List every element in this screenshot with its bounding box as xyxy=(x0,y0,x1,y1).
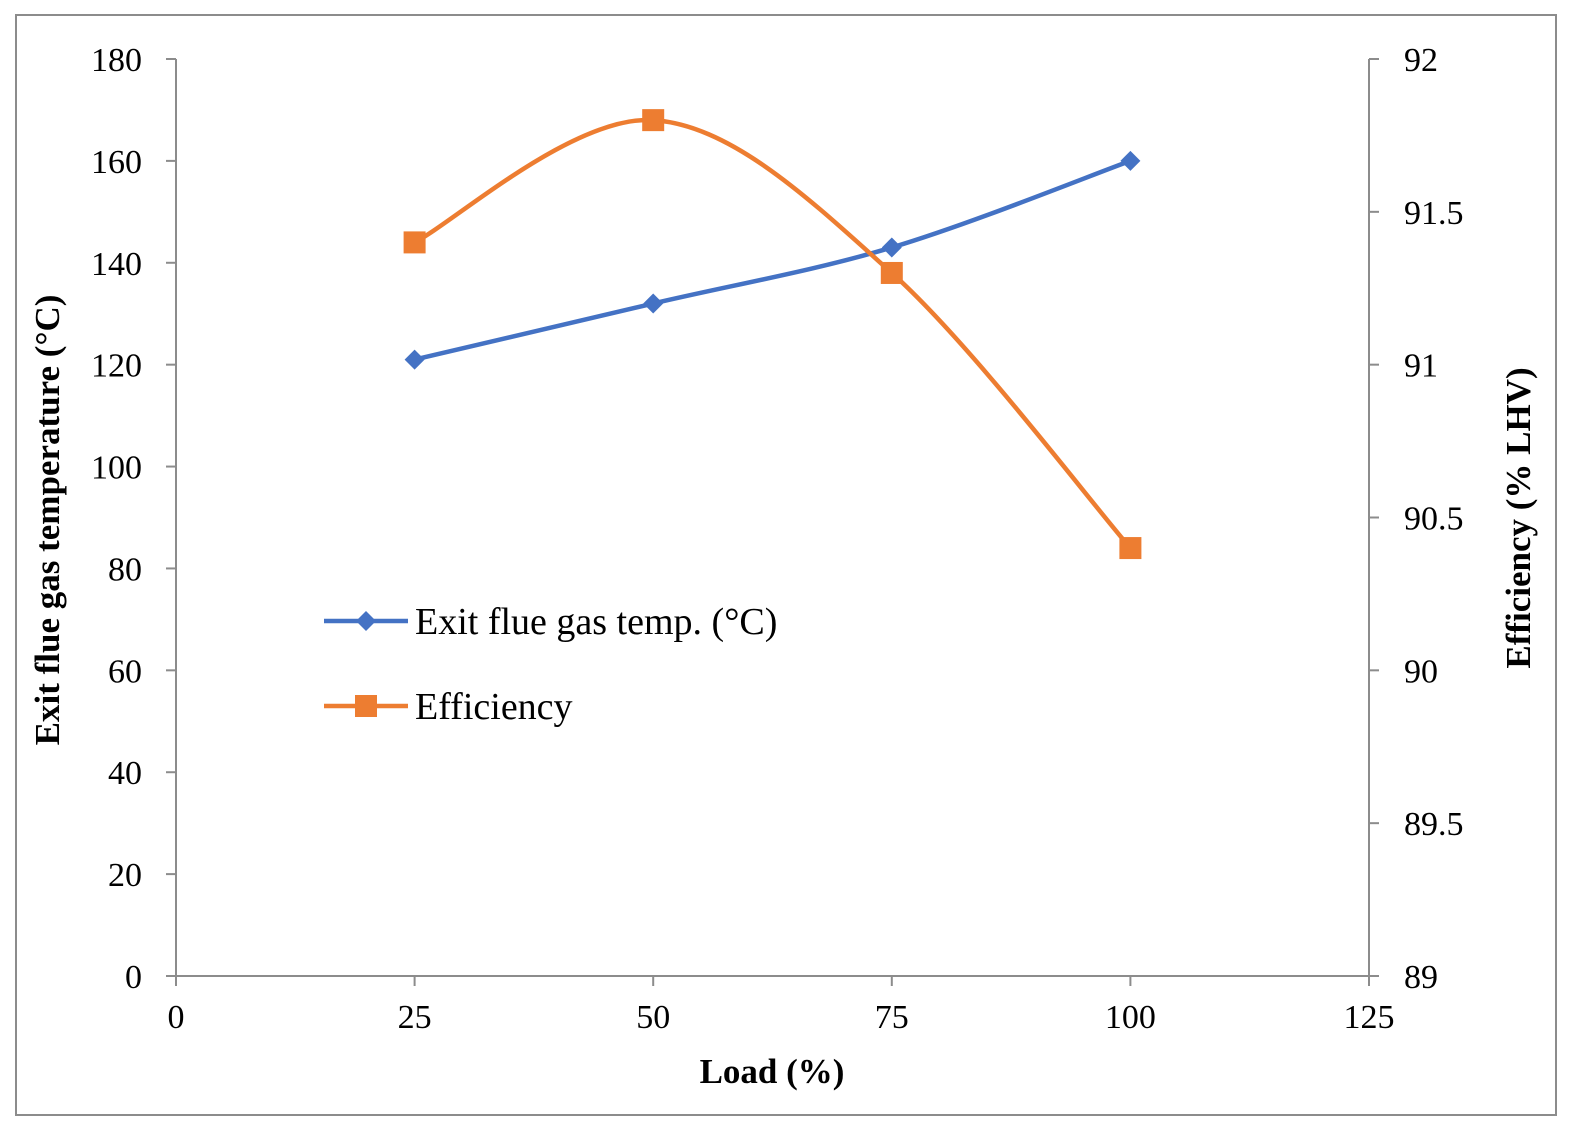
series-line-efficiency xyxy=(412,117,1133,551)
x-tick-label: 25 xyxy=(398,999,432,1036)
y2-tick-label: 91.5 xyxy=(1404,195,1464,232)
data-point-efficiency xyxy=(642,109,665,132)
y-tick-label: 100 xyxy=(91,450,142,487)
y2-tick-label: 92 xyxy=(1404,42,1438,79)
x-tick-label: 0 xyxy=(168,999,185,1036)
y2-tick-label: 91 xyxy=(1404,348,1438,385)
y-tick-label: 60 xyxy=(108,653,142,690)
x-tick-label: 50 xyxy=(636,999,670,1036)
axes-layer: 0 25 50 75 100 125 0 20 40 60 80 100 120 140 160 180 89 8… xyxy=(91,42,1464,1036)
y2-tick-label: 89.5 xyxy=(1404,806,1464,843)
chart-border xyxy=(15,14,1557,1116)
y2-tick-label: 90 xyxy=(1404,653,1438,690)
x-tick-label: 125 xyxy=(1344,999,1395,1036)
y-axis-title: Exit flue gas temperature (°C) xyxy=(28,295,67,746)
y2-tick-label: 90.5 xyxy=(1404,501,1464,538)
y-tick-label: 80 xyxy=(108,551,142,588)
legend-marker-efficiency xyxy=(355,695,377,717)
legend-label-temp: Exit flue gas temp. (°C) xyxy=(415,601,777,643)
y-tick-label: 160 xyxy=(91,144,142,181)
y-tick-label: 0 xyxy=(125,959,142,996)
legend-marker-temp xyxy=(356,611,376,631)
y2-tick-label: 89 xyxy=(1404,959,1438,996)
data-point-temp xyxy=(404,349,425,370)
y-tick-label: 120 xyxy=(91,348,142,385)
x-tick-label: 100 xyxy=(1105,999,1156,1036)
series-layer xyxy=(403,109,1142,560)
y-tick-label: 20 xyxy=(108,857,142,894)
y-tick-label: 180 xyxy=(91,42,142,79)
data-point-temp xyxy=(1120,150,1141,171)
y-tick-label: 140 xyxy=(91,246,142,283)
data-point-efficiency xyxy=(880,261,903,284)
x-tick-label: 75 xyxy=(875,999,909,1036)
data-point-temp xyxy=(643,293,664,314)
y-tick-label: 40 xyxy=(108,755,142,792)
legend: Exit flue gas temp. (°C) Efficiency xyxy=(324,601,777,728)
data-point-temp xyxy=(881,237,902,258)
data-point-efficiency xyxy=(1119,537,1142,560)
series-line-temp xyxy=(412,158,1133,362)
data-point-efficiency xyxy=(403,231,426,254)
x-axis-title: Load (%) xyxy=(700,1052,845,1091)
y2-axis-title: Efficiency (% LHV) xyxy=(1499,367,1538,668)
legend-label-efficiency: Efficiency xyxy=(415,686,573,728)
